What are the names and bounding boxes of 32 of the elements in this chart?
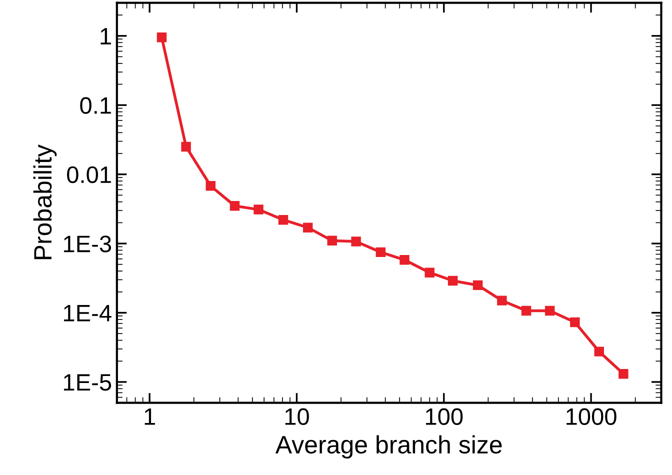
point <box>206 181 216 191</box>
point <box>618 368 628 379</box>
y-tick-label: 1E-4 <box>64 305 112 322</box>
point <box>302 222 313 232</box>
point <box>278 214 288 225</box>
point <box>424 268 434 278</box>
point <box>400 255 410 265</box>
point <box>327 236 337 246</box>
y-tick-label: 0.01 <box>67 166 111 184</box>
point <box>497 296 507 306</box>
point <box>156 32 167 42</box>
point <box>448 276 458 286</box>
x-axis-title: Average branch size <box>275 435 502 459</box>
y-tick-label: 1 <box>100 28 111 44</box>
x-tick-label: 100 <box>426 408 463 426</box>
point <box>230 201 240 211</box>
y-tick-label: 1E-5 <box>64 374 112 391</box>
point <box>181 142 191 152</box>
point <box>544 306 555 316</box>
point <box>351 236 361 246</box>
point <box>254 204 264 214</box>
point <box>594 346 604 356</box>
x-tick-label: 10 <box>285 408 309 426</box>
point <box>376 247 386 258</box>
x-tick-label: 1 <box>144 408 155 425</box>
point <box>521 306 532 316</box>
y-axis-title: Probability <box>33 144 57 260</box>
point <box>570 317 580 328</box>
y-tick-label: 0.1 <box>80 97 111 114</box>
y-tick-label: 1E-3 <box>64 236 112 252</box>
point <box>472 280 483 290</box>
x-tick-label: 1000 <box>566 408 616 426</box>
